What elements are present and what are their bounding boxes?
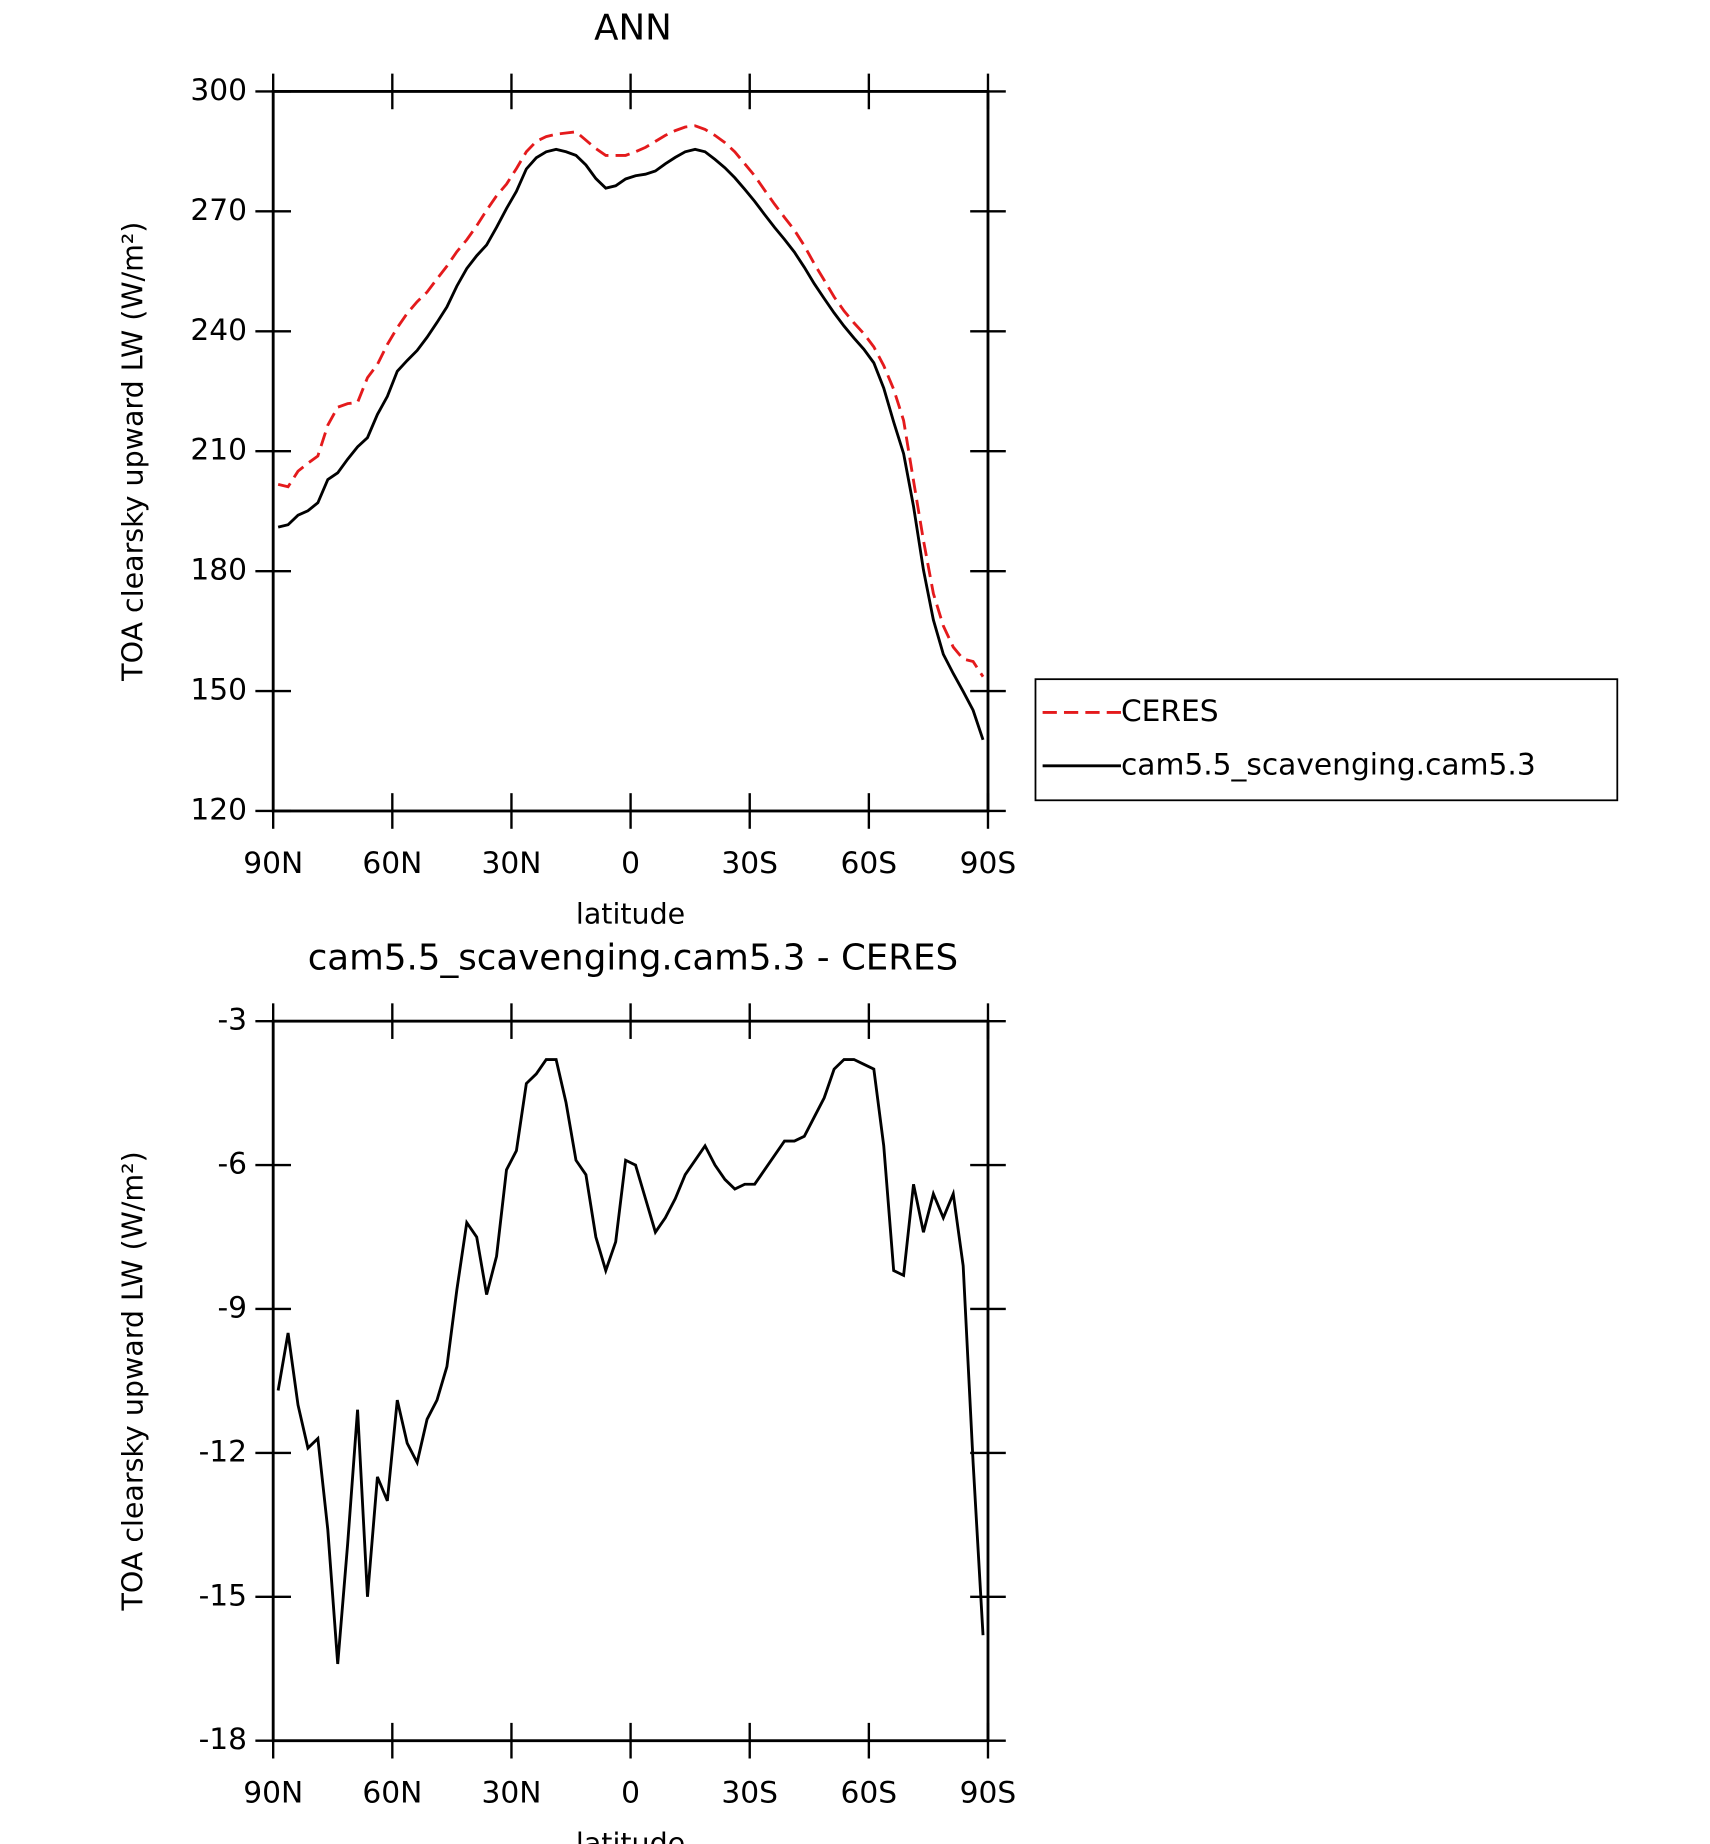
y-axis-label: TOA clearsky upward LW (W/m²): [116, 1151, 149, 1611]
y-tick-label: -18: [199, 1721, 247, 1756]
x-tick-label: 90N: [243, 1775, 303, 1810]
x-axis-label: latitude: [576, 897, 685, 930]
y-tick-label: -6: [217, 1146, 247, 1181]
x-tick-label: 90N: [243, 845, 303, 880]
y-tick-label: 270: [190, 192, 247, 227]
x-tick-label: 90S: [960, 1775, 1017, 1810]
plot-frame: [271, 1019, 990, 1743]
y-tick-label: 180: [190, 552, 247, 587]
x-axis-label: latitude: [576, 1827, 685, 1844]
y-tick-label: 150: [190, 672, 247, 707]
chart-title: cam5.5_scavenging.cam5.3 - CERES: [308, 937, 958, 978]
x-tick-label: 0: [621, 845, 640, 880]
y-axis-label: TOA clearsky upward LW (W/m²): [116, 222, 149, 682]
data-line: [276, 1058, 985, 1665]
data-line: [277, 147, 985, 741]
x-tick-label: 60N: [362, 1775, 422, 1810]
legend-label: cam5.5_scavenging.cam5.3: [1121, 746, 1536, 781]
y-tick-label: -3: [217, 1002, 247, 1037]
x-tick-label: 60S: [841, 1775, 898, 1810]
y-tick-label: 120: [190, 791, 247, 826]
y-tick-label: -15: [199, 1577, 247, 1612]
y-tick-label: -12: [199, 1433, 247, 1468]
x-tick-label: 30N: [481, 845, 541, 880]
y-tick-label: 240: [190, 312, 247, 347]
x-tick-label: 30S: [721, 1775, 778, 1810]
plot-frame: [271, 90, 990, 813]
y-tick-label: 210: [190, 432, 247, 467]
legend-box: [1034, 678, 1619, 802]
x-tick-label: 60S: [841, 845, 898, 880]
x-tick-label: 30S: [721, 845, 778, 880]
y-tick-label: -9: [217, 1289, 247, 1324]
x-tick-label: 90S: [960, 845, 1017, 880]
x-tick-label: 60N: [362, 845, 422, 880]
x-tick-label: 0: [621, 1775, 640, 1810]
chart-title: ANN: [594, 8, 672, 49]
y-tick-label: 300: [190, 72, 247, 107]
legend-label: CERES: [1121, 693, 1219, 728]
x-tick-label: 30N: [481, 1775, 541, 1810]
